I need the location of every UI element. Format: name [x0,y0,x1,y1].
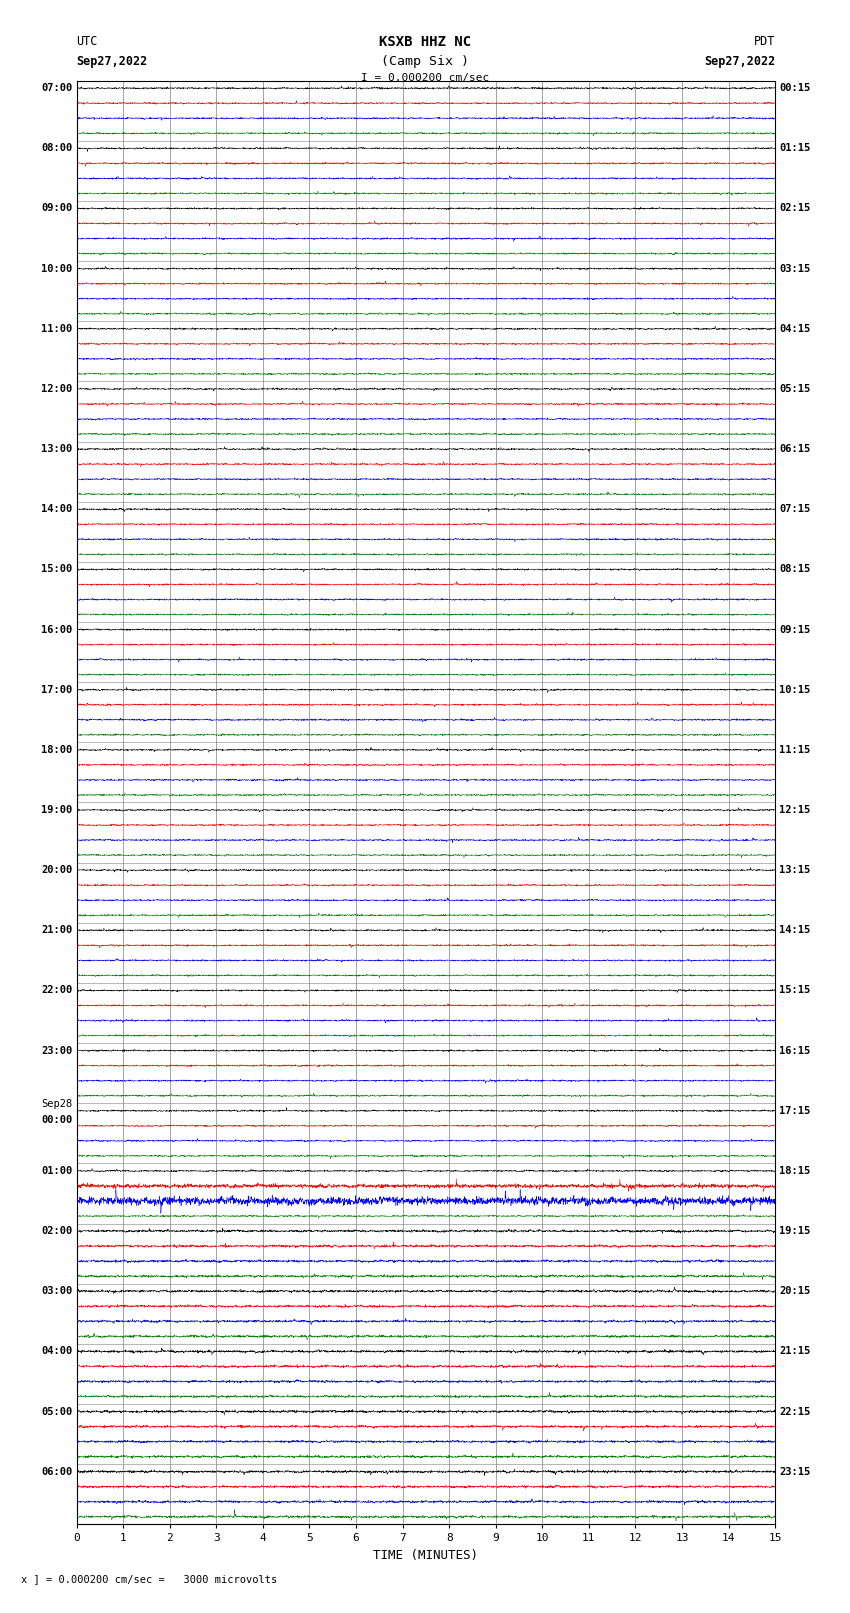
Text: 05:15: 05:15 [779,384,811,394]
Text: 15:15: 15:15 [779,986,811,995]
Text: 12:15: 12:15 [779,805,811,815]
Text: 02:15: 02:15 [779,203,811,213]
Text: 17:15: 17:15 [779,1107,811,1116]
Text: 03:15: 03:15 [779,263,811,274]
Text: 22:00: 22:00 [41,986,72,995]
Text: 08:00: 08:00 [41,144,72,153]
Text: 04:00: 04:00 [41,1347,72,1357]
Text: 08:15: 08:15 [779,565,811,574]
Text: 06:15: 06:15 [779,444,811,455]
Text: 01:15: 01:15 [779,144,811,153]
Text: 02:00: 02:00 [41,1226,72,1236]
Text: 06:00: 06:00 [41,1466,72,1476]
Text: 18:15: 18:15 [779,1166,811,1176]
Text: 19:00: 19:00 [41,805,72,815]
Text: 14:15: 14:15 [779,926,811,936]
Text: 20:00: 20:00 [41,865,72,876]
Text: 21:15: 21:15 [779,1347,811,1357]
Text: 23:00: 23:00 [41,1045,72,1055]
Text: 09:15: 09:15 [779,624,811,634]
Text: 16:15: 16:15 [779,1045,811,1055]
Text: 22:15: 22:15 [779,1407,811,1416]
Text: 00:00: 00:00 [41,1116,72,1126]
Text: 13:15: 13:15 [779,865,811,876]
X-axis label: TIME (MINUTES): TIME (MINUTES) [373,1548,479,1561]
Text: Sep27,2022: Sep27,2022 [76,55,148,68]
Text: 07:15: 07:15 [779,505,811,515]
Text: KSXB HHZ NC: KSXB HHZ NC [379,35,471,50]
Text: 13:00: 13:00 [41,444,72,455]
Text: x ] = 0.000200 cm/sec =   3000 microvolts: x ] = 0.000200 cm/sec = 3000 microvolts [21,1574,277,1584]
Text: UTC: UTC [76,35,98,48]
Text: 07:00: 07:00 [41,84,72,94]
Text: 17:00: 17:00 [41,684,72,695]
Text: (Camp Six ): (Camp Six ) [381,55,469,68]
Text: 09:00: 09:00 [41,203,72,213]
Text: 04:15: 04:15 [779,324,811,334]
Text: 05:00: 05:00 [41,1407,72,1416]
Text: 19:15: 19:15 [779,1226,811,1236]
Text: 00:15: 00:15 [779,84,811,94]
Text: 03:00: 03:00 [41,1286,72,1297]
Text: 20:15: 20:15 [779,1286,811,1297]
Text: 11:15: 11:15 [779,745,811,755]
Text: 23:15: 23:15 [779,1466,811,1476]
Text: 10:15: 10:15 [779,684,811,695]
Text: 21:00: 21:00 [41,926,72,936]
Text: 16:00: 16:00 [41,624,72,634]
Text: 14:00: 14:00 [41,505,72,515]
Text: 12:00: 12:00 [41,384,72,394]
Text: 18:00: 18:00 [41,745,72,755]
Text: 15:00: 15:00 [41,565,72,574]
Text: 10:00: 10:00 [41,263,72,274]
Text: 11:00: 11:00 [41,324,72,334]
Text: Sep28: Sep28 [41,1100,72,1110]
Text: I = 0.000200 cm/sec: I = 0.000200 cm/sec [361,73,489,82]
Text: PDT: PDT [754,35,775,48]
Text: Sep27,2022: Sep27,2022 [704,55,775,68]
Text: 01:00: 01:00 [41,1166,72,1176]
